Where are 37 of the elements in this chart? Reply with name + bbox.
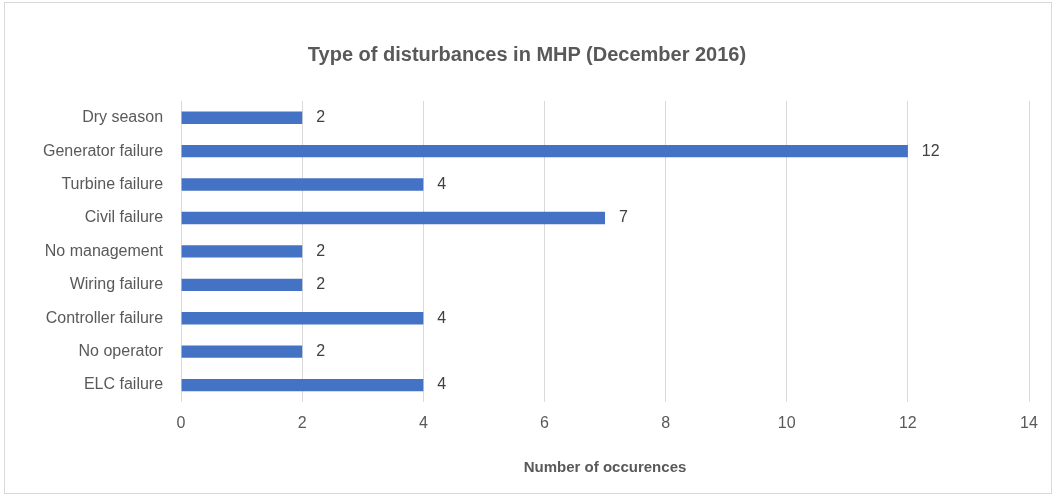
data-label: 2 <box>316 241 326 259</box>
y-tick-label: Wiring failure <box>69 275 164 293</box>
y-tick-label: No management <box>44 241 164 259</box>
x-tick-label: 6 <box>540 413 550 431</box>
y-tick-label: Civil failure <box>84 208 164 226</box>
data-label: 2 <box>316 108 326 126</box>
data-label: 4 <box>437 308 447 326</box>
data-label: 2 <box>316 275 326 293</box>
data-label: 4 <box>437 174 447 192</box>
data-label: 7 <box>619 208 629 226</box>
x-tick-label: 8 <box>661 413 671 431</box>
x-tick-label: 4 <box>418 413 428 431</box>
y-tick-label: Generator failure <box>43 141 164 159</box>
y-tick-label: No operator <box>78 342 164 360</box>
x-axis-title: Number of occurences <box>523 458 687 476</box>
bar <box>181 345 303 358</box>
y-tick-label: Controller failure <box>45 308 164 326</box>
y-tick-label: Dry season <box>82 108 164 126</box>
bar <box>181 378 424 392</box>
bar <box>181 278 303 292</box>
bar <box>181 178 424 191</box>
bar <box>181 144 908 158</box>
bar <box>181 312 424 325</box>
y-tick-label: ELC failure <box>83 375 164 393</box>
data-label: 4 <box>437 375 447 393</box>
y-tick-label: Turbine failure <box>61 174 164 192</box>
bar <box>181 111 303 124</box>
x-tick-label: 10 <box>777 413 796 431</box>
x-tick-label: 0 <box>176 413 186 431</box>
x-tick-label: 12 <box>898 413 917 431</box>
bar <box>181 211 606 225</box>
x-tick-label: 14 <box>1020 413 1038 431</box>
chart-title: Type of disturbances in MHP (December 2016) <box>307 42 747 65</box>
x-tick-label: 2 <box>297 413 307 431</box>
data-label: 12 <box>921 141 940 159</box>
data-label: 2 <box>316 342 326 360</box>
bar <box>181 245 303 258</box>
